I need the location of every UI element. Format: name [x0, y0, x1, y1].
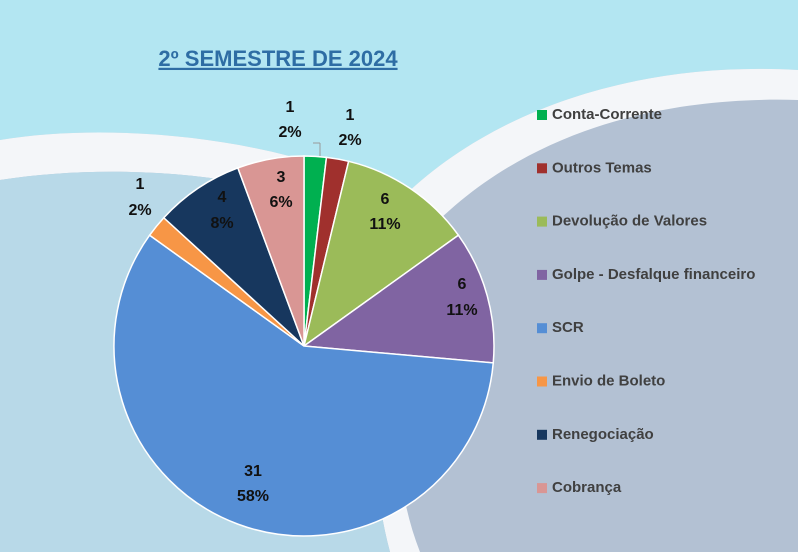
legend-label: SCR [552, 319, 584, 336]
data-label: 1 [346, 107, 355, 124]
legend-label: Envio de Boleto [552, 372, 665, 389]
legend-label: Renegociação [552, 426, 654, 443]
legend-swatch [537, 323, 547, 334]
legend-swatch [537, 429, 547, 440]
pie-slice [302, 160, 460, 348]
data-label: 3 [277, 169, 286, 186]
legend-label: Golpe - Desfalque financeiro [552, 266, 755, 283]
legend-swatch [537, 216, 547, 227]
data-label: 1 [136, 176, 145, 193]
legend-swatch [537, 376, 547, 387]
background-sky [0, 0, 798, 200]
legend-label: Cobrança [552, 479, 622, 496]
pie-slice [236, 155, 305, 347]
legend-label: Devolução de Valores [552, 213, 707, 230]
legend-swatch [537, 110, 547, 120]
data-label: 6 [381, 191, 390, 208]
percent-label: 58% [237, 488, 269, 505]
percent-label: 2% [128, 202, 151, 219]
legend-swatch [537, 163, 547, 174]
data-label: 6 [458, 276, 467, 293]
pie-slice [113, 234, 495, 537]
legend-label: Conta-Corrente [552, 106, 662, 123]
percent-label: 8% [210, 215, 233, 232]
data-label: 4 [218, 189, 227, 206]
legend-swatch [537, 483, 547, 494]
legend-swatch [537, 269, 547, 280]
percent-label: 2% [278, 124, 301, 141]
percent-label: 6% [269, 194, 292, 211]
legend-label: Outros Temas [552, 159, 652, 176]
percent-label: 11% [446, 302, 477, 319]
data-label: 31 [244, 463, 262, 480]
pie-slice [301, 234, 495, 364]
chart-title: 2º SEMESTRE DE 2024 [158, 46, 398, 71]
percent-label: 11% [369, 216, 400, 233]
data-label: 1 [286, 99, 295, 116]
percent-label: 2% [338, 132, 361, 149]
